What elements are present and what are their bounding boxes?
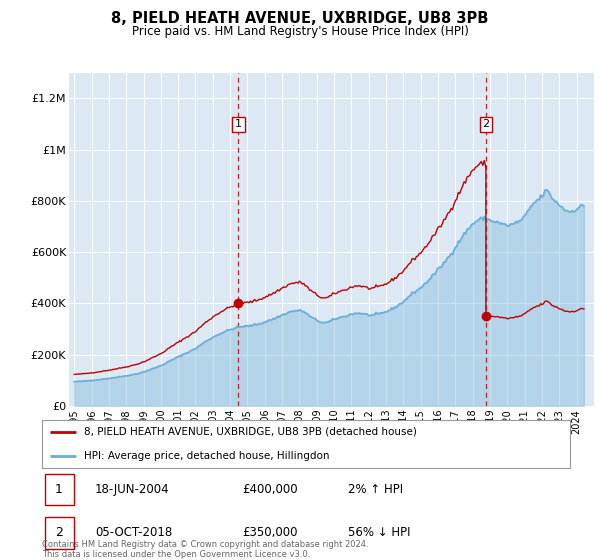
Text: 18-JUN-2004: 18-JUN-2004 bbox=[95, 483, 169, 496]
Text: 05-OCT-2018: 05-OCT-2018 bbox=[95, 526, 172, 539]
Text: 2% ↑ HPI: 2% ↑ HPI bbox=[348, 483, 403, 496]
Text: 8, PIELD HEATH AVENUE, UXBRIDGE, UB8 3PB: 8, PIELD HEATH AVENUE, UXBRIDGE, UB8 3PB bbox=[112, 11, 488, 26]
Text: 1: 1 bbox=[55, 483, 63, 496]
Text: £350,000: £350,000 bbox=[242, 526, 298, 539]
Text: Contains HM Land Registry data © Crown copyright and database right 2024.
This d: Contains HM Land Registry data © Crown c… bbox=[42, 540, 368, 559]
Text: 1: 1 bbox=[235, 119, 242, 129]
Text: £400,000: £400,000 bbox=[242, 483, 298, 496]
Text: 2: 2 bbox=[482, 119, 490, 129]
Text: Price paid vs. HM Land Registry's House Price Index (HPI): Price paid vs. HM Land Registry's House … bbox=[131, 25, 469, 38]
Text: 2: 2 bbox=[55, 526, 63, 539]
Text: 8, PIELD HEATH AVENUE, UXBRIDGE, UB8 3PB (detached house): 8, PIELD HEATH AVENUE, UXBRIDGE, UB8 3PB… bbox=[84, 427, 417, 437]
FancyBboxPatch shape bbox=[44, 474, 74, 505]
Text: HPI: Average price, detached house, Hillingdon: HPI: Average price, detached house, Hill… bbox=[84, 451, 330, 461]
FancyBboxPatch shape bbox=[44, 517, 74, 549]
Text: 56% ↓ HPI: 56% ↓ HPI bbox=[348, 526, 411, 539]
